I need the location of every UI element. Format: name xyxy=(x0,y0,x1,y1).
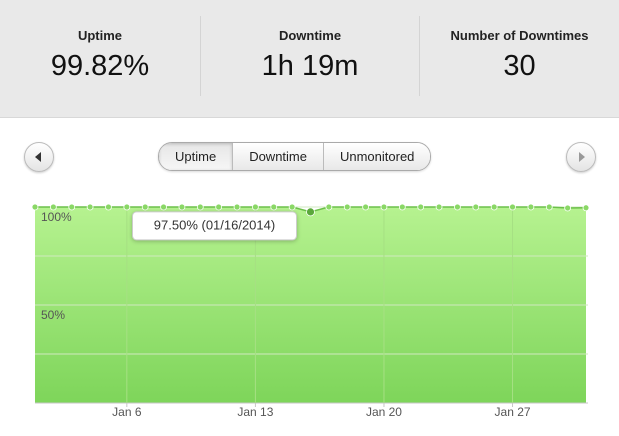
point xyxy=(380,203,388,211)
stat-value: 1h 19m xyxy=(261,50,359,82)
point xyxy=(435,203,443,211)
tab[interactable]: Unmonitored xyxy=(322,143,431,170)
x-tick-label: Jan 6 xyxy=(112,405,142,419)
tooltip: 97.50% (01/16/2014) xyxy=(132,211,297,241)
point xyxy=(160,203,167,211)
point xyxy=(490,203,498,211)
tab[interactable]: Uptime xyxy=(159,143,233,170)
stat-label: Number of Downtimes xyxy=(450,28,589,43)
point xyxy=(233,203,241,211)
point xyxy=(527,203,535,211)
point xyxy=(509,203,516,211)
point xyxy=(270,203,278,211)
point xyxy=(582,204,590,212)
stat-label: Uptime xyxy=(77,28,123,43)
point xyxy=(545,203,553,211)
y-tick-label: 100% xyxy=(41,210,72,224)
point xyxy=(564,204,572,212)
point xyxy=(68,203,76,211)
summary-header: Uptime 99.82% Downtime 1h 19m Number of … xyxy=(0,0,619,118)
point xyxy=(306,207,315,217)
point xyxy=(86,203,94,211)
prev-button[interactable] xyxy=(24,142,54,172)
tooltip-box xyxy=(132,211,297,241)
point xyxy=(49,203,57,211)
tab-group: Uptime Downtime Unmonitored xyxy=(158,142,432,171)
point xyxy=(251,203,259,211)
stat: Uptime 99.82% xyxy=(0,0,200,117)
stat-label: Downtime xyxy=(278,28,342,43)
point xyxy=(196,203,204,211)
stat: Number of Downtimes 30 xyxy=(420,0,619,117)
point xyxy=(31,203,39,211)
point xyxy=(105,203,112,211)
point xyxy=(325,203,333,211)
stat-value: 30 xyxy=(503,50,536,82)
point xyxy=(454,203,461,211)
point xyxy=(362,203,370,211)
tooltip-text: 97.50% (01/16/2014) xyxy=(154,217,275,232)
x-tick-label: Jan 20 xyxy=(366,405,402,419)
x-tick-label: Jan 13 xyxy=(237,405,273,419)
x-tick-label: Jan 27 xyxy=(495,405,531,419)
point xyxy=(123,203,131,211)
point xyxy=(215,203,223,211)
point xyxy=(141,203,149,211)
stat: Downtime 1h 19m xyxy=(201,0,419,117)
divider xyxy=(419,16,420,96)
point xyxy=(417,203,425,211)
y-tick-label: 50% xyxy=(41,308,65,322)
tab[interactable]: Downtime xyxy=(232,143,323,170)
point xyxy=(472,203,480,211)
next-button[interactable] xyxy=(566,142,596,172)
point xyxy=(398,203,406,211)
point xyxy=(343,203,351,211)
point xyxy=(288,203,296,211)
divider xyxy=(200,16,201,96)
point xyxy=(178,203,186,211)
chart: 50% 100% Jan 6 Jan 13 Jan 20 Jan 27 97.50% (01… xyxy=(31,203,590,419)
stat-value: 99.82% xyxy=(50,50,150,82)
